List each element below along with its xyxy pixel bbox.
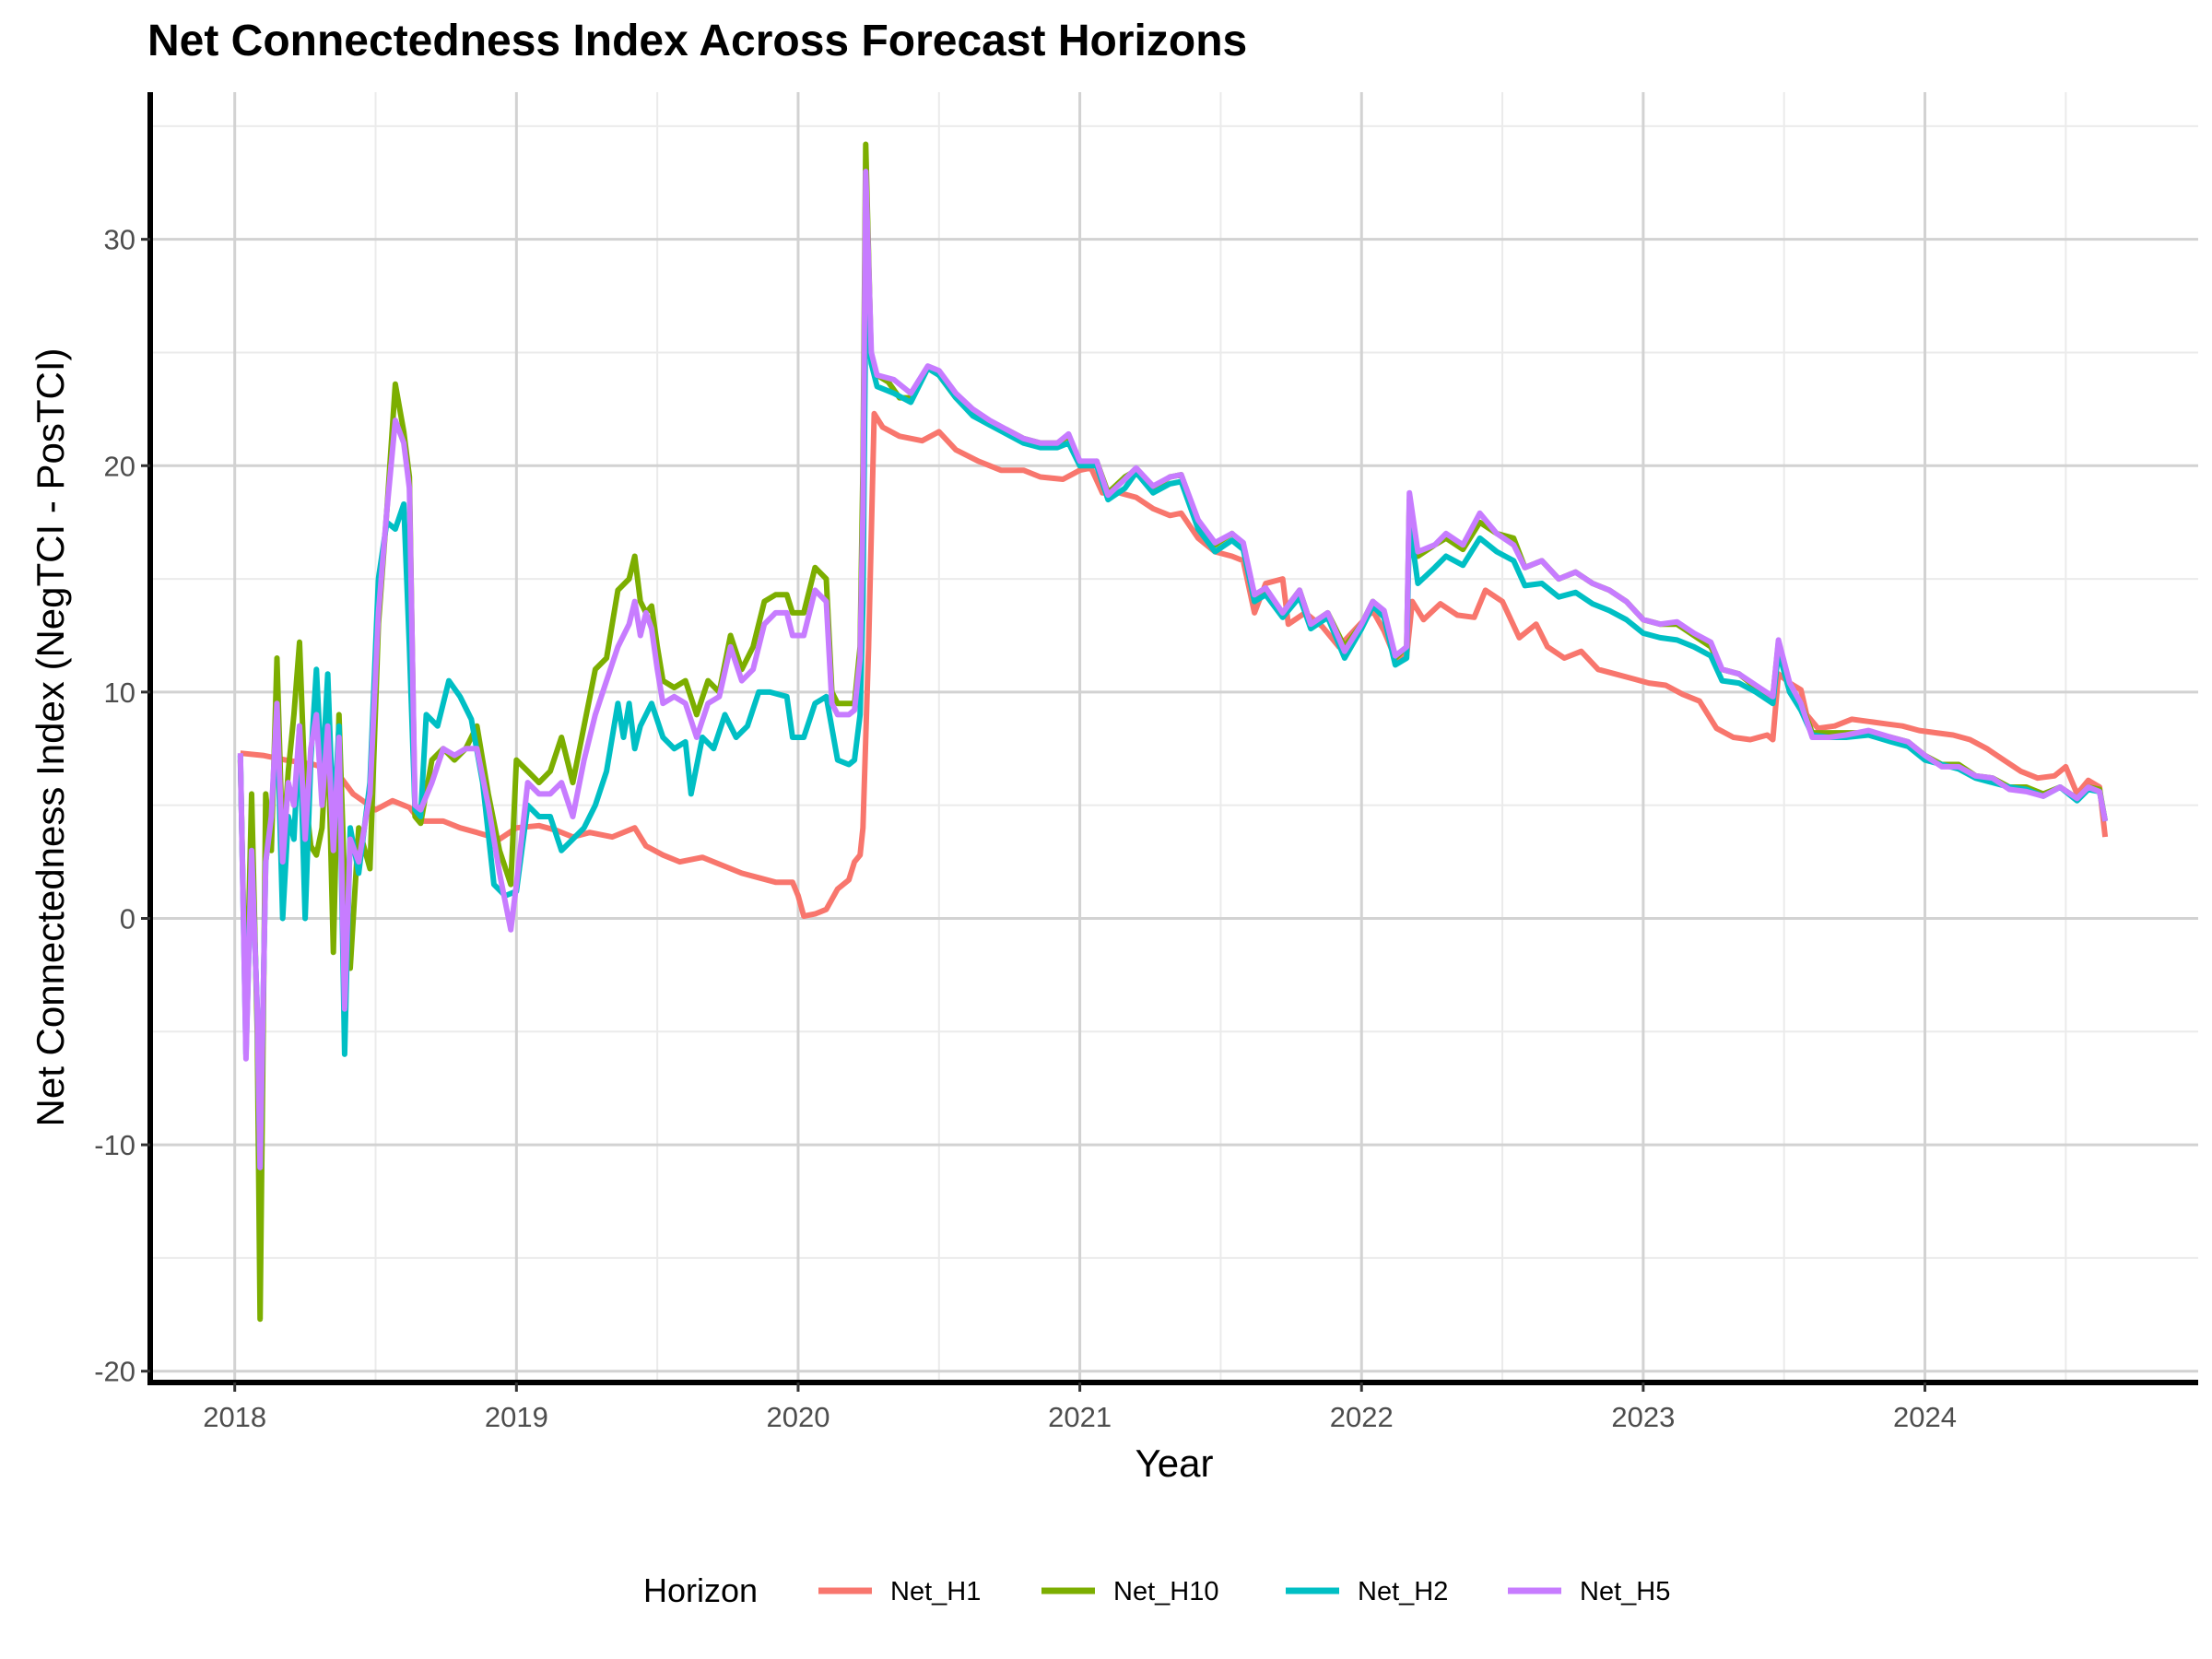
tick-labels: -20 -10 0 10 20 30 2018 2019 2020 2021 2022 2023 202… xyxy=(94,224,1957,1433)
x-tick-label: 2020 xyxy=(766,1401,830,1433)
y-axis-title: Net Connectedness Index (NegTCI - PosTCI… xyxy=(29,347,72,1126)
legend-label: Net_H2 xyxy=(1358,1577,1448,1606)
legend: Horizon Net_H1 Net_H10 Net_H2 Net_H5 xyxy=(643,1571,1670,1609)
y-tick-label: 10 xyxy=(104,677,135,709)
series-lines xyxy=(237,141,2109,1323)
axes xyxy=(147,92,2198,1385)
legend-label: Net_H5 xyxy=(1580,1577,1670,1606)
x-tick-label: 2023 xyxy=(1611,1401,1675,1433)
legend-label: Net_H10 xyxy=(1113,1577,1218,1606)
y-tick-label: 20 xyxy=(104,450,135,482)
x-axis-title: Year xyxy=(1135,1441,1214,1485)
chart-title: Net Connectedness Index Across Forecast … xyxy=(147,17,1247,65)
legend-title: Horizon xyxy=(643,1571,758,1609)
grid xyxy=(150,92,2198,1382)
series-line-net-h10 xyxy=(237,141,2109,1323)
y-tick-label: -10 xyxy=(94,1129,135,1161)
x-tick-label: 2022 xyxy=(1330,1401,1394,1433)
x-tick-label: 2024 xyxy=(1893,1401,1957,1433)
x-tick-label: 2019 xyxy=(485,1401,548,1433)
y-tick-label: 30 xyxy=(104,224,135,256)
x-tick-label: 2021 xyxy=(1048,1401,1112,1433)
x-tick-label: 2018 xyxy=(203,1401,266,1433)
y-tick-label: -20 xyxy=(94,1356,135,1388)
series-line-net-h5 xyxy=(237,169,2109,1171)
legend-label: Net_H1 xyxy=(890,1577,981,1606)
legend-items: Net_H1 Net_H10 Net_H2 Net_H5 xyxy=(818,1577,1670,1606)
y-tick-label: 0 xyxy=(120,902,135,935)
